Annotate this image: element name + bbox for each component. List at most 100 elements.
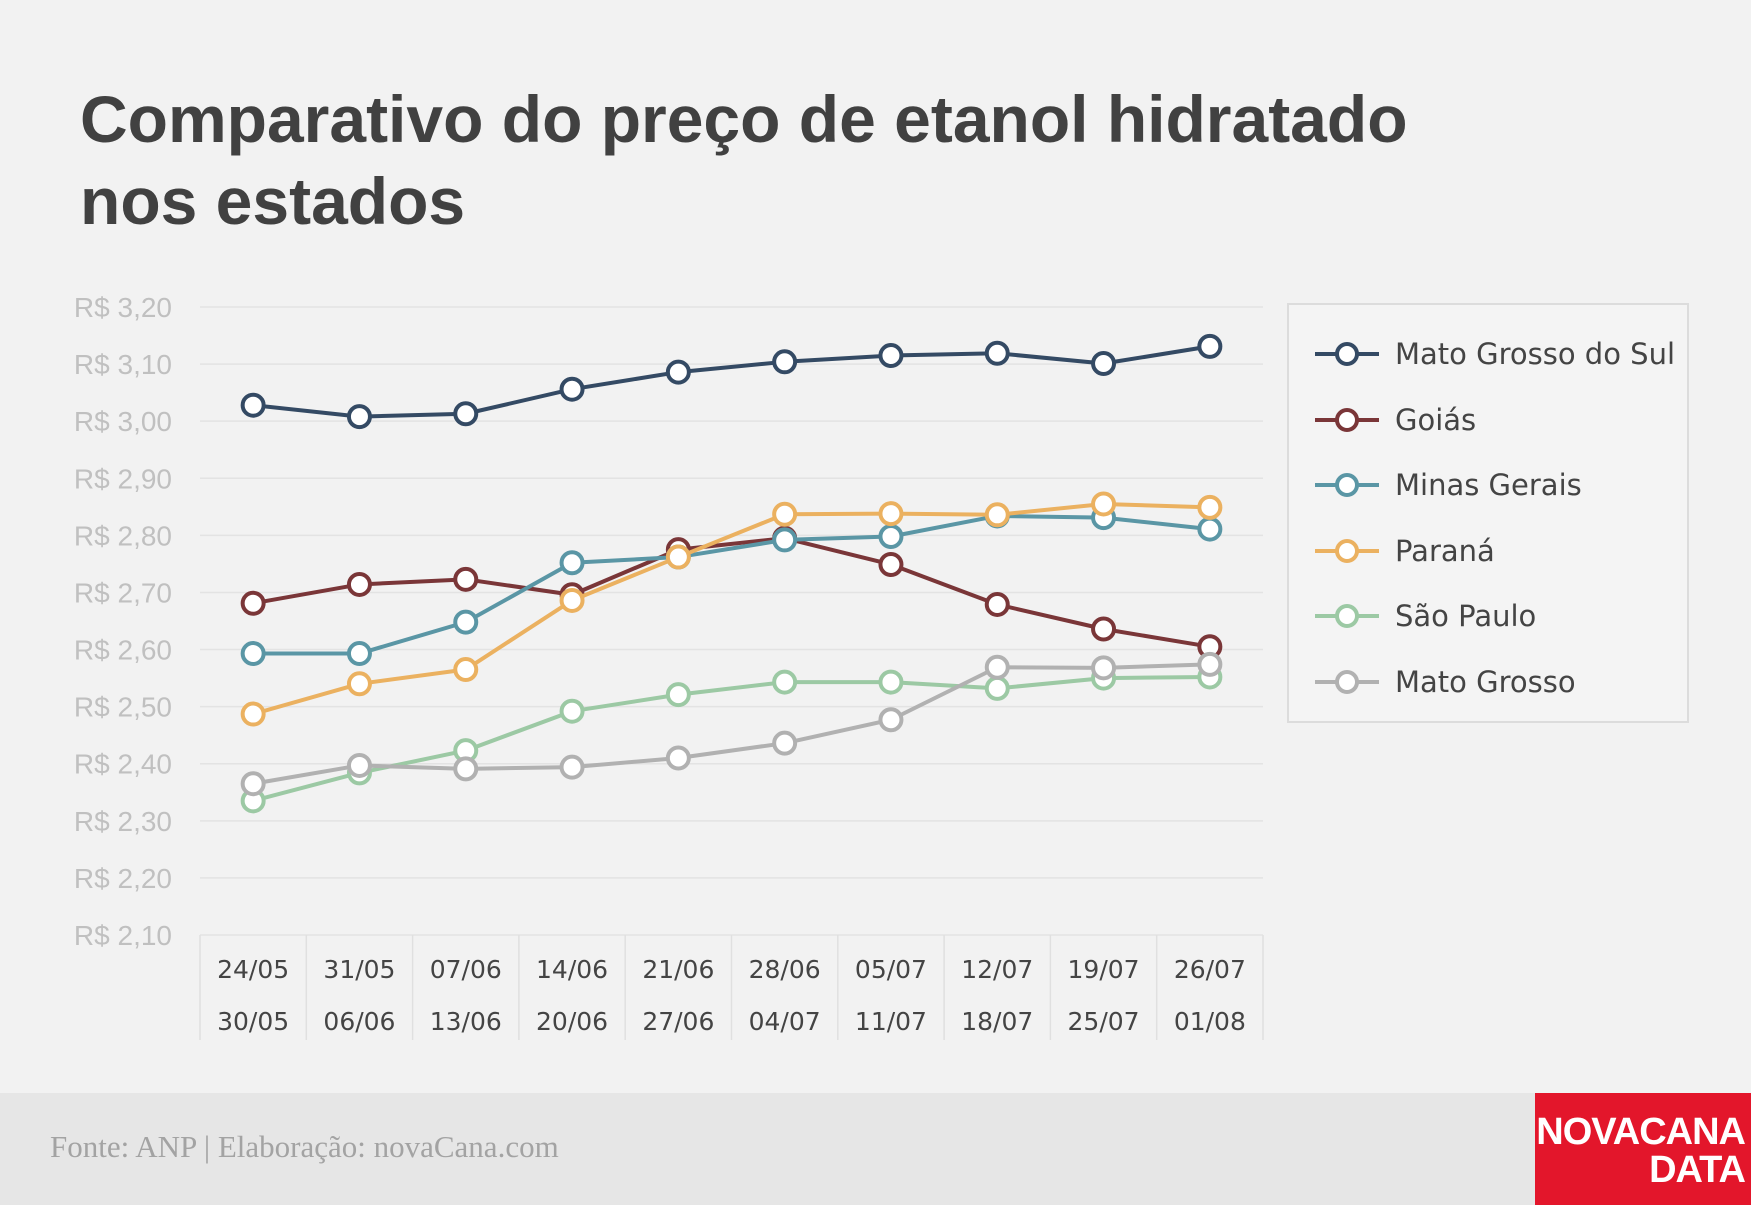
legend: Mato Grosso do Sul Goiás Minas Gerais Paran…: [1287, 303, 1689, 723]
data-point: [984, 675, 1010, 701]
data-point: [984, 654, 1010, 680]
data-point: [878, 551, 904, 577]
x-tick-label: 24/05: [217, 955, 289, 984]
data-point: [240, 641, 266, 667]
data-point: [453, 609, 479, 635]
series-group: [240, 491, 1223, 727]
series-line: [252, 501, 1210, 716]
x-tick-label: 28/06: [749, 955, 821, 984]
legend-swatch-icon: [1315, 342, 1379, 366]
data-point: [240, 701, 266, 727]
x-tick-label: 27/06: [642, 1007, 714, 1036]
data-point: [878, 501, 904, 527]
data-point: [1091, 351, 1117, 377]
series-group: [240, 664, 1223, 814]
x-tick-label: 26/07: [1174, 955, 1246, 984]
data-point: [1197, 651, 1223, 677]
data-point: [346, 571, 372, 597]
x-tick-label: 07/06: [430, 955, 502, 984]
data-point: [665, 745, 691, 771]
data-point: [559, 376, 585, 402]
series-group: [240, 333, 1223, 430]
x-tick-label: 25/07: [1068, 1007, 1140, 1036]
y-tick-label: R$ 2,50: [74, 692, 172, 723]
y-tick-label: R$ 2,90: [74, 463, 172, 494]
legend-item: Mato Grosso: [1313, 662, 1576, 702]
y-tick-label: R$ 2,20: [74, 863, 172, 894]
data-point: [984, 340, 1010, 366]
data-point: [453, 756, 479, 782]
x-axis-tick-labels: 24/05 30/05 31/05 06/06 07/06 13/06 14/06 20/06…: [217, 955, 1246, 1036]
data-point: [559, 754, 585, 780]
data-point: [346, 641, 372, 667]
data-point: [772, 349, 798, 375]
legend-label: Mato Grosso do Sul: [1395, 337, 1676, 371]
x-tick-label: 05/07: [855, 955, 927, 984]
data-point: [453, 657, 479, 683]
legend-item: São Paulo: [1313, 596, 1536, 636]
legend-item: Minas Gerais: [1313, 465, 1582, 505]
x-tick-label: 14/06: [536, 955, 608, 984]
x-tick-label: 31/05: [323, 955, 395, 984]
legend-label: Goiás: [1395, 402, 1477, 437]
x-tick-label: 30/05: [217, 1007, 289, 1036]
x-tick-label: 18/07: [961, 1007, 1033, 1036]
x-tick-label: 19/07: [1068, 955, 1140, 984]
x-tick-label: 21/06: [642, 955, 714, 984]
data-point: [665, 544, 691, 570]
data-point: [240, 771, 266, 797]
x-tick-label: 12/07: [961, 955, 1033, 984]
footer: Fonte: ANP | Elaboração: novaCana.com NO…: [0, 1093, 1751, 1205]
data-point: [772, 527, 798, 553]
legend-item: Goiás: [1313, 400, 1476, 440]
data-point: [1091, 491, 1117, 517]
y-tick-label: R$ 2,30: [74, 806, 172, 837]
y-tick-label: R$ 2,80: [74, 520, 172, 551]
series-line: [252, 344, 1211, 419]
series-line: [252, 674, 1210, 803]
y-tick-label: R$ 3,00: [74, 406, 172, 437]
series-line: [252, 662, 1210, 786]
data-point: [878, 707, 904, 733]
legend-label: Paraná: [1395, 533, 1495, 568]
y-tick-label: R$ 2,10: [74, 920, 172, 951]
legend-swatch-icon: [1315, 473, 1379, 498]
data-point: [772, 730, 798, 756]
legend-swatch-icon: [1315, 407, 1379, 432]
data-point: [772, 669, 798, 695]
series-line: [253, 513, 1211, 656]
legend-item: Paraná: [1313, 531, 1495, 571]
data-point: [665, 682, 691, 708]
data-point: [559, 698, 585, 724]
data-point: [346, 671, 372, 697]
data-point: [1091, 616, 1117, 642]
data-point: [984, 502, 1010, 528]
x-tick-label: 11/07: [855, 1007, 927, 1036]
data-point: [878, 524, 904, 550]
legend-swatch-icon: [1315, 604, 1379, 629]
data-point: [559, 587, 585, 613]
data-point: [772, 501, 798, 527]
data-point: [878, 343, 904, 369]
legend-label: São Paulo: [1395, 599, 1537, 634]
y-tick-label: R$ 3,20: [74, 292, 172, 323]
data-point: [1197, 333, 1223, 359]
series-lines: [240, 333, 1223, 814]
data-point: [240, 392, 266, 418]
line-chart: R$ 3,20 R$ 3,10 R$ 3,00 R$ 2,90 R$ 2,80 R$ 2,…: [74, 292, 1264, 1040]
chart-title: Comparativo do preço de etanol hidratado…: [80, 82, 1408, 238]
y-tick-label: R$ 2,70: [74, 577, 172, 608]
data-point: [984, 591, 1010, 617]
data-point: [1197, 516, 1223, 542]
legend-item: Mato Grosso do Sul: [1313, 334, 1675, 374]
data-point: [453, 566, 479, 592]
x-tick-label: 13/06: [430, 1007, 502, 1036]
novacana-data-logo: NOVACANA DATA: [1535, 1093, 1751, 1205]
data-point: [1197, 494, 1223, 520]
legend-swatch-icon: [1315, 670, 1379, 694]
x-tick-label: 01/08: [1174, 1007, 1246, 1036]
data-point: [1091, 655, 1117, 681]
source-credit: Fonte: ANP | Elaboração: novaCana.com: [50, 1129, 559, 1164]
x-tick-label: 20/06: [536, 1007, 608, 1036]
data-point: [878, 669, 904, 695]
